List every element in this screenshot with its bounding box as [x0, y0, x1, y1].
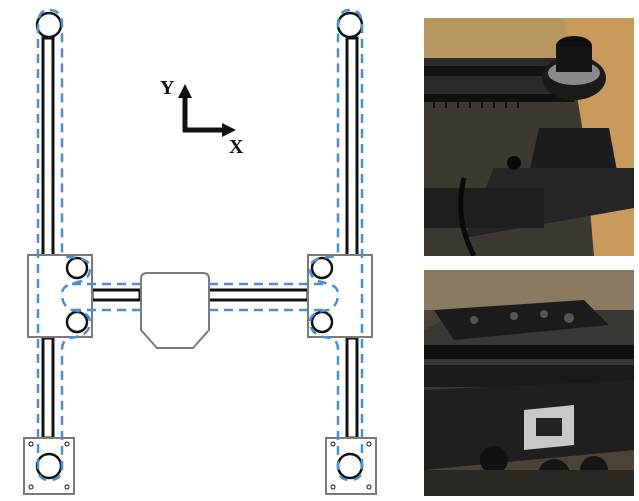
left-block-pulley-upper — [65, 256, 89, 280]
left-block-pulley-lower — [65, 310, 89, 334]
axis-indicator: Y X — [160, 77, 244, 158]
x-arrow-head — [222, 123, 236, 137]
center-carriage — [140, 272, 210, 349]
right-stepper-motor — [325, 437, 377, 495]
y-axis-label: Y — [160, 77, 175, 99]
carriage-plate-photo — [424, 270, 634, 496]
top-right-pulley — [336, 11, 364, 39]
left-rail — [41, 36, 55, 440]
right-motor-pulley — [336, 452, 364, 480]
left-stepper-motor — [23, 437, 75, 495]
right-block-pulley-upper — [310, 256, 334, 280]
x-axis-label: X — [229, 136, 244, 158]
left-motor-pulley — [35, 452, 63, 480]
y-arrow-head — [178, 84, 192, 98]
top-left-pulley — [35, 11, 63, 39]
right-rail — [345, 36, 359, 440]
belt-path — [36, 8, 364, 482]
idler-pulley-photo — [424, 18, 634, 256]
corexy-belt-diagram: Y X — [23, 8, 377, 495]
